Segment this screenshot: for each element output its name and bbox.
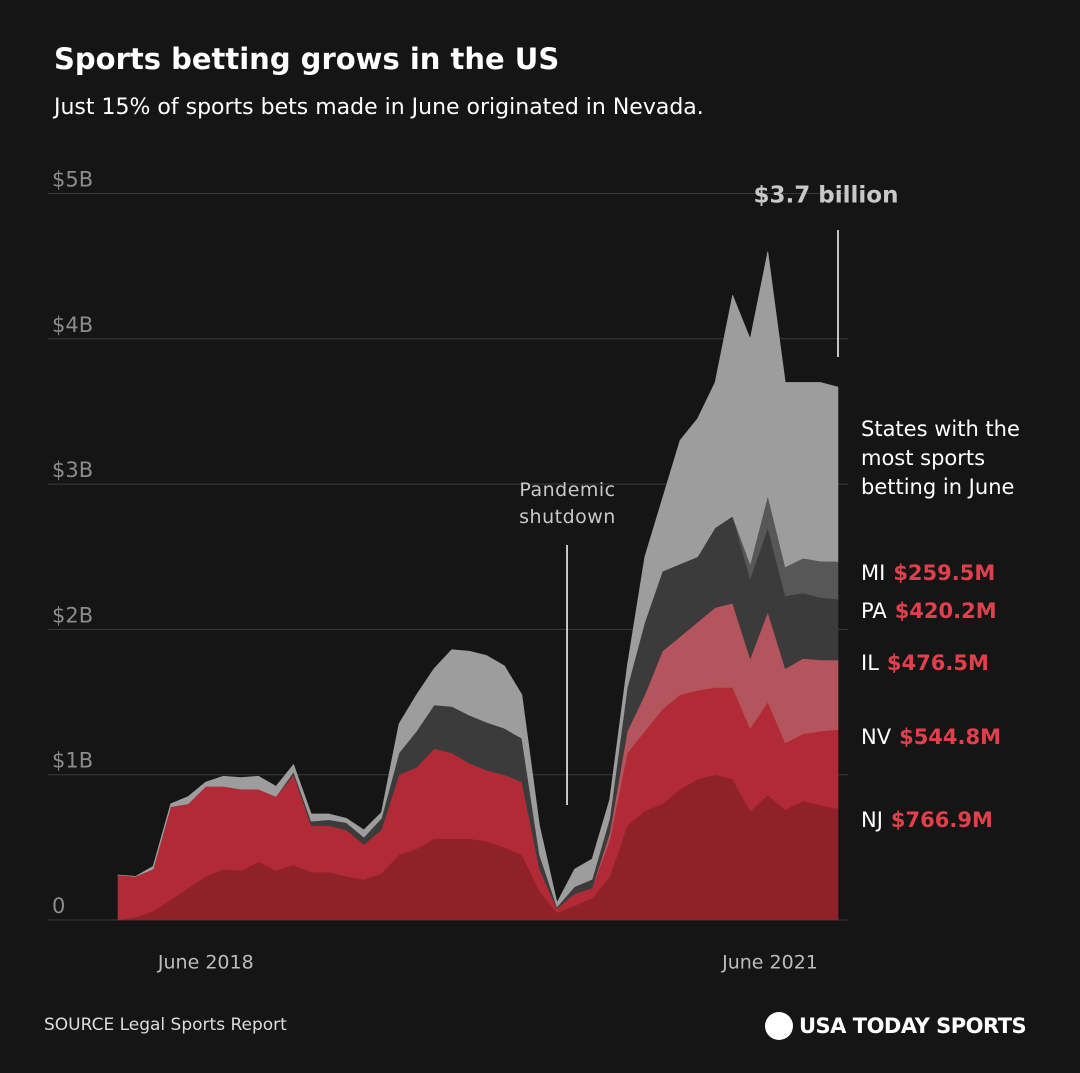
logo-text: USA TODAY SPORTS [799,1014,1027,1038]
legend-label: MI [861,561,885,585]
y-tick-label: $4B [52,313,93,337]
y-tick-label: 0 [52,894,65,918]
legend-label: IL [861,651,879,675]
legend-value: $420.2M [895,599,997,623]
legend-value: $544.8M [899,725,1001,749]
y-tick-label: $3B [52,458,93,482]
source: SOURCE Legal Sports Report [44,1015,287,1035]
area [117,251,839,908]
annotation: Pandemic shutdown [519,479,616,528]
chart-title: Sports betting grows in the US [54,42,560,76]
legend-value: $476.5M [887,651,989,675]
annotation: $3.7 billion [754,183,899,209]
logo-mark [765,1012,793,1040]
legend-value: $766.9M [891,808,993,832]
legend-label: PA [861,599,887,623]
x-tick-label: June 2021 [721,952,818,974]
y-tick-label: $1B [52,749,93,773]
chart-subtitle: Just 15% of sports bets made in June ori… [54,95,704,120]
legend-entry: NV $544.8M [861,725,1001,749]
legend-entry: PA $420.2M [861,599,997,623]
legend-entry: IL $476.5M [861,651,989,675]
legend-title: States with the most sports betting in J… [861,417,1020,499]
y-tick-label: $5B [52,168,93,192]
legend-entry: NJ $766.9M [861,808,993,832]
legend-label: NV [861,725,892,749]
y-tick-label: $2B [52,603,93,627]
legend-label: NJ [861,808,883,832]
logo: USA TODAY SPORTS [765,1012,1027,1040]
x-tick-label: June 2018 [157,952,254,974]
legend-value: $259.5M [893,561,995,585]
legend-entry: MI $259.5M [861,561,995,585]
